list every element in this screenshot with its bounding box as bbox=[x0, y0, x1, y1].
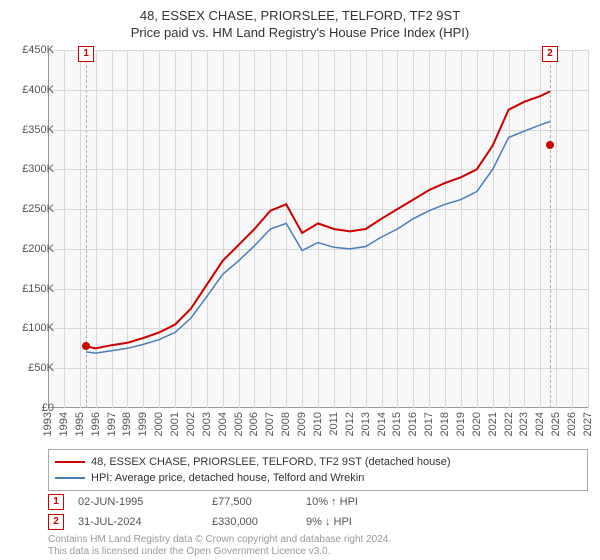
x-axis-label: 2027 bbox=[582, 412, 594, 436]
y-axis-label: £300K bbox=[10, 163, 54, 175]
x-axis-label: 2022 bbox=[503, 412, 515, 436]
series-line-price_paid bbox=[86, 91, 550, 348]
legend-item: HPI: Average price, detached house, Telf… bbox=[55, 470, 581, 486]
y-axis-label: £100K bbox=[10, 322, 54, 334]
x-axis-label: 2016 bbox=[407, 412, 419, 436]
x-axis-label: 2023 bbox=[518, 412, 530, 436]
y-axis-label: £150K bbox=[10, 283, 54, 295]
x-axis-label: 2021 bbox=[487, 412, 499, 436]
data-point-marker: 2 bbox=[48, 514, 64, 530]
marker-box-1: 1 bbox=[78, 46, 94, 62]
x-axis-label: 1999 bbox=[137, 412, 149, 436]
chart-title: 48, ESSEX CHASE, PRIORSLEE, TELFORD, TF2… bbox=[0, 0, 600, 40]
x-axis-label: 2024 bbox=[534, 412, 546, 436]
x-axis-label: 2007 bbox=[264, 412, 276, 436]
data-point-marker: 1 bbox=[48, 494, 64, 510]
x-axis-label: 2012 bbox=[344, 412, 356, 436]
data-point-price: £330,000 bbox=[212, 516, 292, 528]
y-axis-label: £350K bbox=[10, 124, 54, 136]
chart-area: 12 bbox=[48, 50, 588, 408]
y-axis-label: £50K bbox=[10, 362, 54, 374]
x-axis-label: 2003 bbox=[201, 412, 213, 436]
data-point-price: £77,500 bbox=[212, 496, 292, 508]
x-axis-label: 2013 bbox=[360, 412, 372, 436]
legend-label: HPI: Average price, detached house, Telf… bbox=[91, 470, 364, 486]
series-line-hpi bbox=[86, 122, 550, 354]
x-axis-label: 2005 bbox=[233, 412, 245, 436]
marker-dot-1 bbox=[82, 342, 90, 350]
x-axis-label: 2025 bbox=[550, 412, 562, 436]
data-point-pct: 10% ↑ HPI bbox=[306, 496, 426, 508]
x-axis-label: 2020 bbox=[471, 412, 483, 436]
x-axis-label: 2006 bbox=[248, 412, 260, 436]
x-axis-label: 2014 bbox=[376, 412, 388, 436]
data-point-date: 31-JUL-2024 bbox=[78, 516, 198, 528]
footer-line-2: This data is licensed under the Open Gov… bbox=[48, 546, 391, 558]
y-axis-label: £200K bbox=[10, 243, 54, 255]
gridline-vertical bbox=[588, 50, 589, 408]
x-axis-label: 2017 bbox=[423, 412, 435, 436]
x-axis-label: 2009 bbox=[296, 412, 308, 436]
legend-swatch bbox=[55, 461, 85, 463]
data-point-row: 1 02-JUN-1995 £77,500 10% ↑ HPI bbox=[48, 492, 588, 512]
x-axis-label: 2015 bbox=[391, 412, 403, 436]
data-point-date: 02-JUN-1995 bbox=[78, 496, 198, 508]
x-axis-label: 2008 bbox=[280, 412, 292, 436]
x-axis-label: 2000 bbox=[153, 412, 165, 436]
title-line-2: Price paid vs. HM Land Registry's House … bbox=[0, 25, 600, 40]
marker-dot-2 bbox=[546, 141, 554, 149]
legend-swatch bbox=[55, 477, 85, 479]
x-axis-label: 1997 bbox=[106, 412, 118, 436]
x-axis-label: 1994 bbox=[58, 412, 70, 436]
x-axis-label: 1995 bbox=[74, 412, 86, 436]
legend: 48, ESSEX CHASE, PRIORSLEE, TELFORD, TF2… bbox=[48, 449, 588, 491]
legend-label: 48, ESSEX CHASE, PRIORSLEE, TELFORD, TF2… bbox=[91, 454, 451, 470]
footer-attribution: Contains HM Land Registry data © Crown c… bbox=[48, 534, 391, 558]
x-axis-label: 2010 bbox=[312, 412, 324, 436]
x-axis-label: 1996 bbox=[90, 412, 102, 436]
x-axis-label: 2004 bbox=[217, 412, 229, 436]
legend-item: 48, ESSEX CHASE, PRIORSLEE, TELFORD, TF2… bbox=[55, 454, 581, 470]
title-line-1: 48, ESSEX CHASE, PRIORSLEE, TELFORD, TF2… bbox=[0, 8, 600, 23]
x-axis-label: 1993 bbox=[42, 412, 54, 436]
x-axis-label: 2026 bbox=[566, 412, 578, 436]
x-axis-label: 2011 bbox=[328, 412, 340, 436]
x-axis-label: 2002 bbox=[185, 412, 197, 436]
x-axis-label: 2019 bbox=[455, 412, 467, 436]
x-axis-label: 1998 bbox=[121, 412, 133, 436]
footer-line-1: Contains HM Land Registry data © Crown c… bbox=[48, 534, 391, 546]
y-axis-label: £250K bbox=[10, 203, 54, 215]
data-point-pct: 9% ↓ HPI bbox=[306, 516, 426, 528]
data-point-table: 1 02-JUN-1995 £77,500 10% ↑ HPI 2 31-JUL-2024… bbox=[48, 492, 588, 532]
marker-box-2: 2 bbox=[542, 46, 558, 62]
plot-lines bbox=[48, 50, 588, 408]
data-point-row: 2 31-JUL-2024 £330,000 9% ↓ HPI bbox=[48, 512, 588, 532]
x-axis-label: 2018 bbox=[439, 412, 451, 436]
y-axis-label: £450K bbox=[10, 44, 54, 56]
y-axis-label: £400K bbox=[10, 84, 54, 96]
x-axis-label: 2001 bbox=[169, 412, 181, 436]
